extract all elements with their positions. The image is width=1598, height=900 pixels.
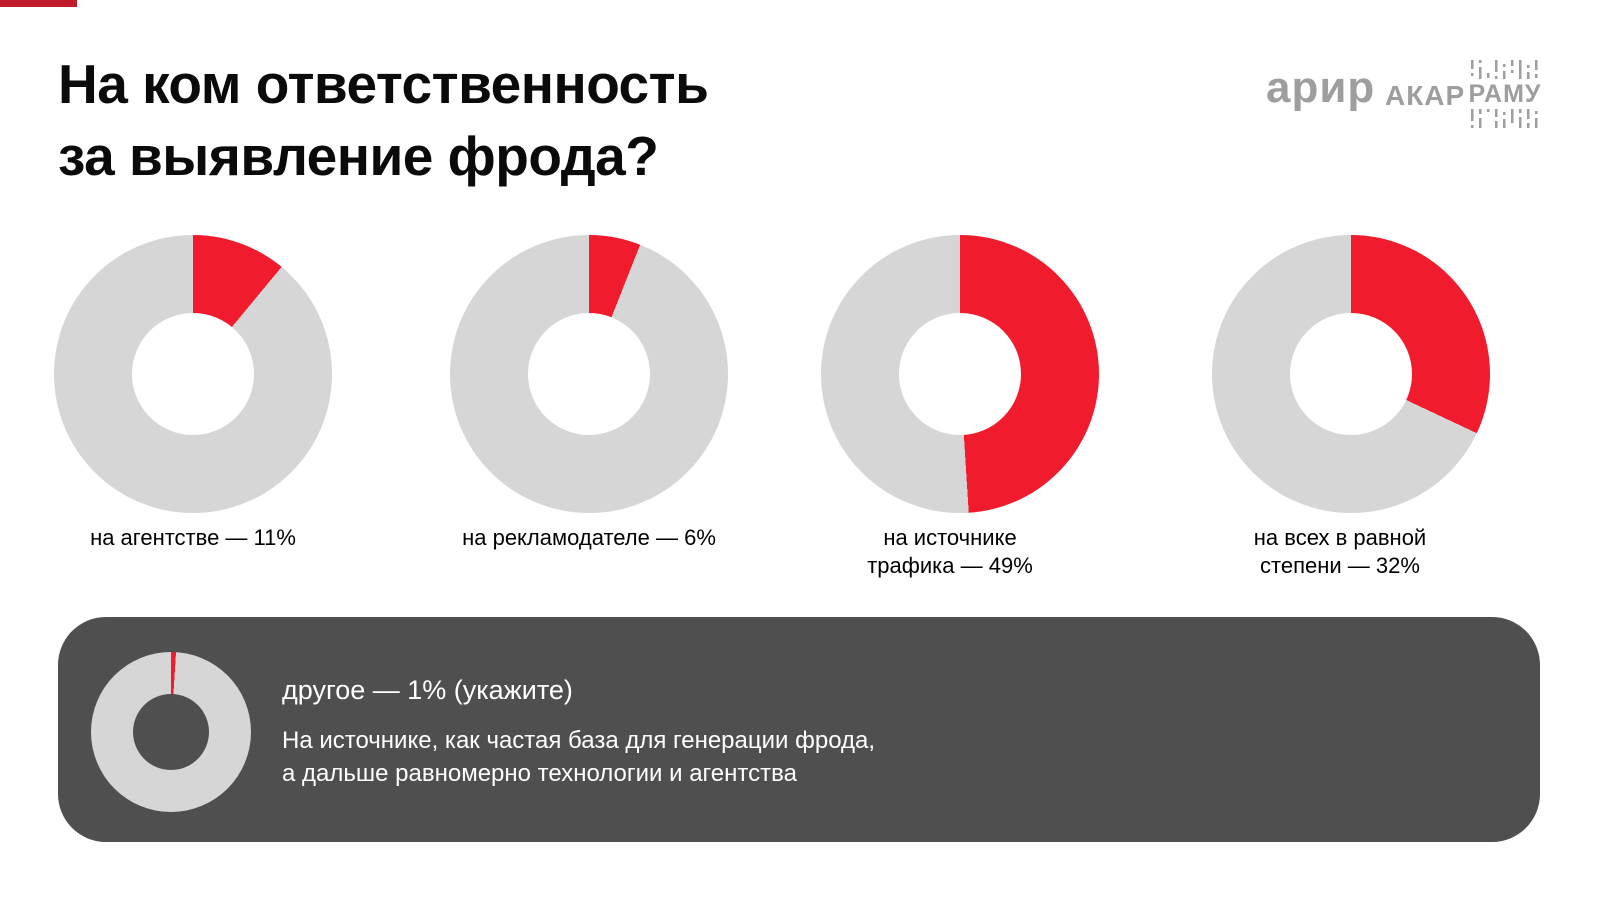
donut-label-traffic-source: на источнике трафика — 49% [867,525,1033,578]
donut-hole [527,312,651,436]
donut-label-equal-share: на всех в равной степени — 32% [1253,525,1427,578]
top-edge-accent-strip [0,0,77,7]
other-answer-panel: другое — 1% (укажите) На источнике, как … [58,617,1540,842]
ramu-pattern-top-icon [1471,60,1538,79]
donut-hole [1289,312,1413,436]
other-answer-note: На источнике, как частая база для генера… [282,727,876,787]
donut-chart-other [91,652,251,812]
donut-chart-advertiser [450,235,728,513]
logo-ramu-label: РАМУ [1468,80,1542,108]
donut-hole [132,693,210,771]
logo-arir: арир [1266,63,1376,112]
logo-akar: АКАР [1385,80,1466,111]
ramu-pattern-bottom-icon [1471,109,1538,128]
other-answer-heading: другое — 1% (укажите) [282,675,573,705]
donut-label-advertiser: на рекламодателе — 6% [462,525,716,550]
donut-chart-traffic-source [821,235,1099,513]
donut-chart-equal-share [1212,235,1490,513]
donut-chart-agency [54,235,332,513]
donut-hole [898,312,1022,436]
logo-ramu: РАМУ [1468,60,1542,128]
donut-hole [131,312,255,436]
donut-label-agency: на агентстве — 11% [90,525,296,550]
page-title: На ком ответственность за выявление фрод… [58,53,709,187]
